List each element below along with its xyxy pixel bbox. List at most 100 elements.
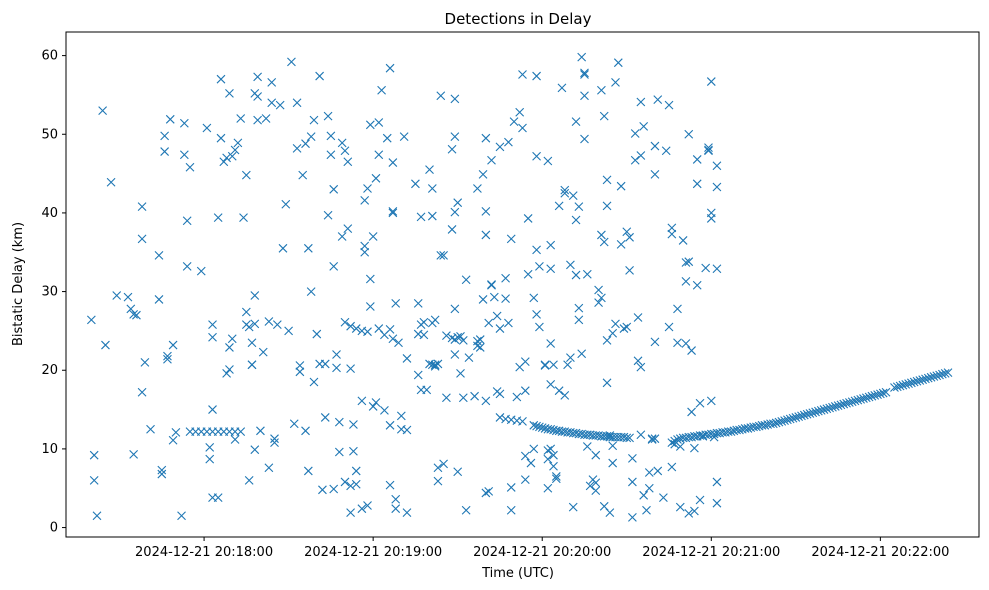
data-point <box>230 435 240 444</box>
data-point <box>495 413 505 422</box>
data-point <box>470 391 479 401</box>
data-point <box>895 381 905 391</box>
data-point <box>363 327 372 337</box>
data-point <box>182 262 192 271</box>
data-point <box>628 477 637 487</box>
data-point <box>320 359 330 369</box>
data-point <box>106 177 116 187</box>
data-point <box>154 251 164 260</box>
data-point <box>253 115 263 125</box>
data-point <box>89 475 99 485</box>
data-point <box>780 416 789 425</box>
data-point <box>334 417 344 427</box>
data-point <box>653 95 663 105</box>
x-tick-label: 2024-12-21 20:18:00 <box>135 545 273 560</box>
data-point <box>568 502 578 512</box>
data-point <box>690 506 699 516</box>
data-point <box>943 368 953 377</box>
data-point <box>546 264 556 274</box>
data-point <box>560 188 570 198</box>
data-point <box>253 72 263 82</box>
data-point <box>427 184 437 193</box>
data-point <box>639 122 649 131</box>
data-point <box>427 211 437 221</box>
data-point <box>160 147 170 156</box>
data-point <box>179 150 189 160</box>
data-point <box>518 70 527 79</box>
data-point <box>171 427 181 437</box>
data-point <box>568 191 578 201</box>
data-point <box>413 370 423 380</box>
data-point <box>571 270 581 280</box>
data-point <box>532 71 541 81</box>
data-point <box>289 419 299 429</box>
data-point <box>918 375 928 385</box>
data-point <box>582 269 592 279</box>
data-point <box>264 463 274 473</box>
data-point <box>137 234 147 244</box>
data-point <box>813 406 823 416</box>
data-point <box>363 184 372 193</box>
data-point <box>346 508 355 518</box>
data-point <box>622 227 632 237</box>
data-point <box>546 444 556 454</box>
data-point <box>616 181 626 191</box>
data-point <box>594 298 603 307</box>
data-point <box>549 461 558 471</box>
data-point <box>605 431 615 440</box>
data-point <box>597 293 606 303</box>
data-point <box>650 169 660 179</box>
data-point <box>256 426 265 436</box>
data-point <box>535 322 544 332</box>
y-tick-label: 0 <box>50 521 58 536</box>
data-point <box>402 354 412 363</box>
data-point <box>797 411 806 421</box>
data-point <box>735 425 744 435</box>
data-point <box>532 151 541 161</box>
data-point <box>222 368 232 378</box>
data-point <box>442 331 451 341</box>
data-point <box>495 389 505 399</box>
data-point <box>515 107 525 117</box>
data-point <box>574 303 584 313</box>
data-point <box>478 169 488 179</box>
data-point <box>453 467 463 477</box>
data-point <box>599 111 609 121</box>
data-point <box>484 318 494 328</box>
data-point <box>706 396 716 406</box>
data-point <box>861 393 871 403</box>
data-point <box>371 173 381 183</box>
data-point <box>154 295 164 304</box>
data-point <box>647 435 657 444</box>
data-point <box>701 263 711 273</box>
data-point <box>853 395 863 405</box>
data-point <box>360 241 370 251</box>
data-point <box>684 257 694 267</box>
data-point <box>272 320 282 330</box>
data-point <box>456 368 465 378</box>
data-point <box>168 340 178 350</box>
data-point <box>475 343 485 352</box>
data-point <box>839 399 849 409</box>
data-point <box>704 146 713 156</box>
data-point <box>551 472 561 481</box>
data-point <box>881 387 891 397</box>
data-point <box>464 353 474 363</box>
data-point <box>298 170 308 180</box>
data-point <box>318 485 327 495</box>
x-axis-label: Time (UTC) <box>481 566 554 581</box>
data-point <box>549 360 558 370</box>
data-point <box>585 481 595 491</box>
data-point <box>630 129 640 138</box>
data-point <box>571 215 581 225</box>
data-point <box>501 273 510 283</box>
data-point <box>906 378 916 388</box>
data-point <box>132 310 141 320</box>
data-point <box>315 71 324 81</box>
y-axis-label: Bistatic Delay (km) <box>11 222 26 346</box>
data-point <box>332 350 341 359</box>
data-point <box>799 410 809 420</box>
data-point <box>537 423 547 433</box>
data-point <box>673 304 682 314</box>
